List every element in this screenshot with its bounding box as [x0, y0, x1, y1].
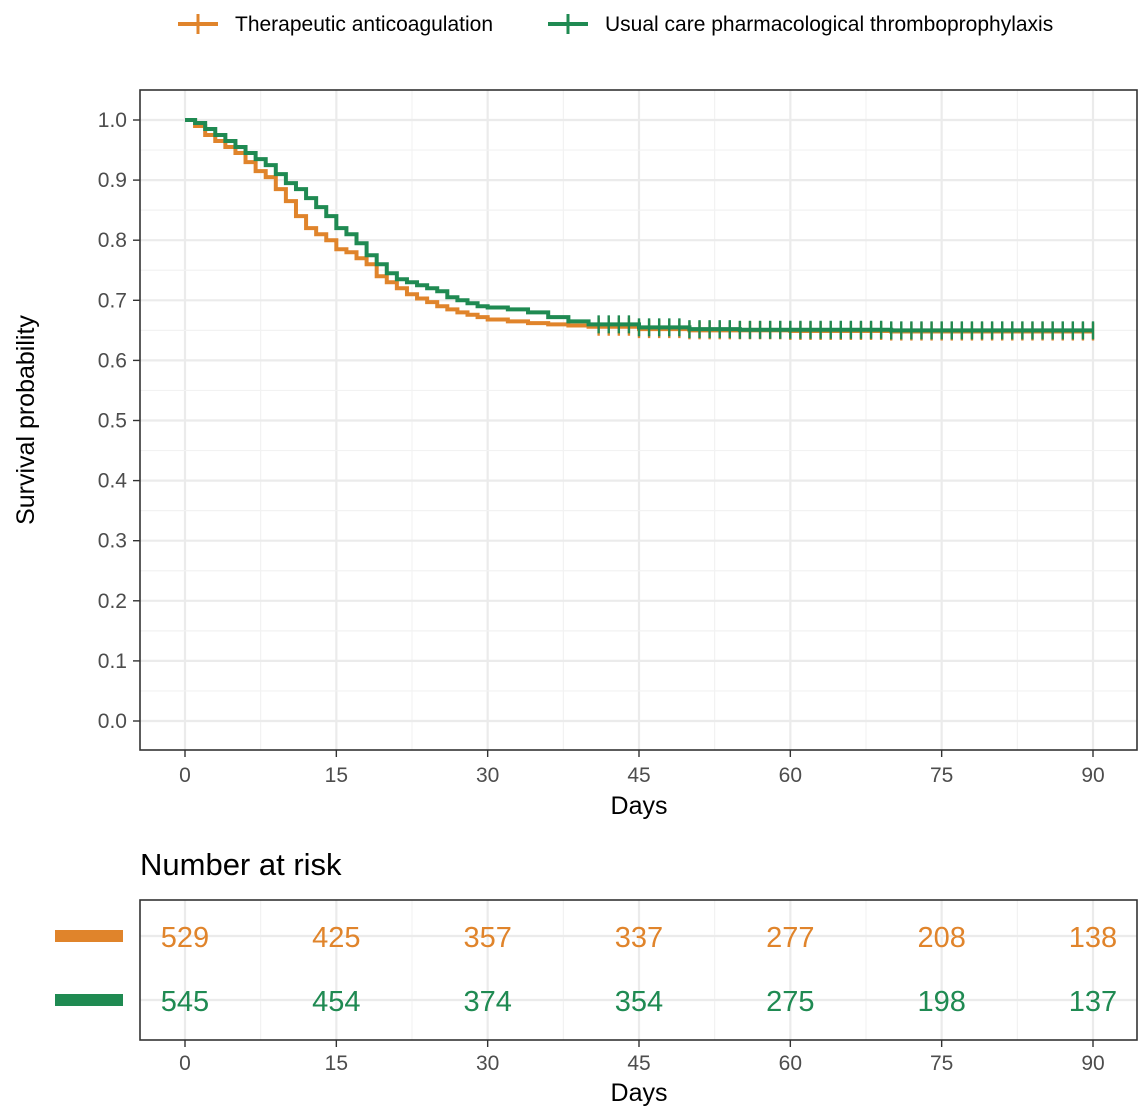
risk-row-key-therapeutic [55, 930, 123, 942]
x-tick-label: 45 [627, 764, 650, 787]
survival-panel: 0.0 0.1 0.2 0.3 0.4 0.5 0.6 0.7 0.8 0.9 1.0 0 15 30 4… [12, 89, 1138, 820]
risk-x-tick-label: 90 [1081, 1052, 1104, 1075]
survival-curve-usual-care [185, 118, 1093, 333]
y-tick-label: 0.5 [98, 410, 127, 433]
x-tick-label: 0 [179, 764, 191, 787]
x-tick-label: 15 [325, 764, 348, 787]
x-tick-label: 90 [1081, 764, 1104, 787]
risk-value-therapeutic: 425 [312, 922, 360, 954]
risk-value-usual-care: 545 [161, 986, 209, 1018]
risk-x-tick-label: 0 [179, 1052, 191, 1075]
risk-value-therapeutic: 357 [463, 922, 511, 954]
y-axis-ticks: 0.0 0.1 0.2 0.3 0.4 0.5 0.6 0.7 0.8 0.9 1.0 [98, 109, 140, 733]
x-tick-label: 60 [779, 764, 802, 787]
x-tick-label: 75 [930, 764, 953, 787]
risk-value-therapeutic: 138 [1069, 922, 1117, 954]
risk-table-grid [140, 900, 1137, 1040]
main-grid [140, 90, 1137, 750]
x-tick-label: 30 [476, 764, 499, 787]
risk-x-tick-label: 60 [779, 1052, 802, 1075]
risk-value-usual-care: 374 [463, 986, 511, 1018]
y-tick-label: 1.0 [98, 109, 127, 132]
risk-x-tick-label: 30 [476, 1052, 499, 1075]
legend-item-usual-care: Usual care pharmacological thromboprophy… [548, 13, 1053, 36]
risk-table-title: Number at risk [140, 847, 342, 882]
y-tick-label: 0.3 [98, 530, 127, 553]
x-axis-title: Days [611, 792, 668, 820]
legend-label-therapeutic: Therapeutic anticoagulation [235, 13, 493, 36]
y-tick-label: 0.1 [98, 650, 127, 673]
y-tick-label: 0.4 [98, 470, 128, 493]
risk-value-usual-care: 454 [312, 986, 360, 1018]
y-tick-label: 0.9 [98, 169, 127, 192]
y-tick-label: 0.0 [98, 710, 127, 733]
y-tick-label: 0.6 [98, 349, 127, 372]
risk-value-usual-care: 198 [917, 986, 965, 1018]
x-axis-ticks: 0 15 30 45 60 75 90 [179, 750, 1105, 787]
y-tick-label: 0.2 [98, 590, 127, 613]
y-tick-label: 0.7 [98, 289, 127, 312]
legend-item-therapeutic: Therapeutic anticoagulation [178, 13, 493, 36]
risk-value-therapeutic: 529 [161, 922, 209, 954]
risk-value-therapeutic: 337 [615, 922, 663, 954]
survival-curves [185, 118, 1095, 341]
survival-curve-therapeutic [185, 118, 1093, 334]
risk-table-values: 529 425 357 337 277 208 138 545 454 374 354 275 198 1… [161, 922, 1117, 1018]
y-axis-title: Survival probability [12, 315, 40, 525]
y-tick-label: 0.8 [98, 229, 127, 252]
risk-row-key-usual-care [55, 994, 123, 1006]
risk-value-usual-care: 354 [615, 986, 663, 1018]
risk-value-usual-care: 137 [1069, 986, 1117, 1018]
risk-value-therapeutic: 208 [917, 922, 965, 954]
risk-x-tick-label: 45 [627, 1052, 650, 1075]
risk-table-x-axis-title: Days [611, 1079, 668, 1107]
legend-label-usual-care: Usual care pharmacological thromboprophy… [605, 13, 1053, 36]
risk-table-x-ticks: 0 15 30 45 60 75 90 [179, 1040, 1105, 1075]
legend: Therapeutic anticoagulation Usual care p… [178, 13, 1053, 36]
risk-value-therapeutic: 277 [766, 922, 814, 954]
risk-table: Number at risk 529 425 357 337 277 208 138 545 4… [55, 847, 1138, 1107]
risk-x-tick-label: 75 [930, 1052, 953, 1075]
risk-value-usual-care: 275 [766, 986, 814, 1018]
risk-table-keys [55, 930, 123, 1006]
risk-x-tick-label: 15 [325, 1052, 348, 1075]
